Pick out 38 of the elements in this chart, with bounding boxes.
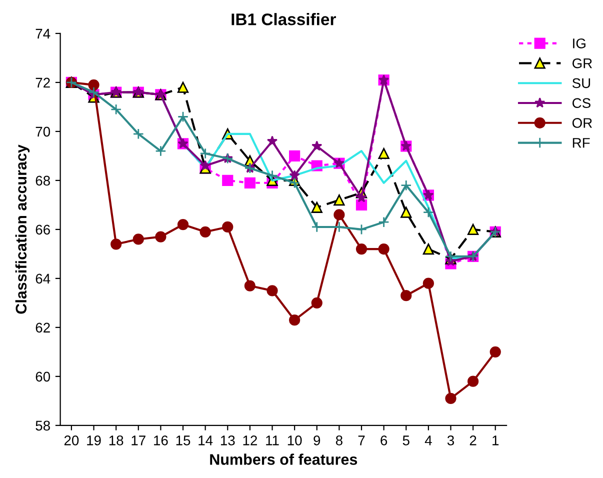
x-tick-label: 12 <box>243 436 257 446</box>
y-tick-label: 72 <box>36 78 50 88</box>
x-tick-label: 17 <box>132 436 146 446</box>
x-tick-label: 18 <box>109 436 124 446</box>
y-tick-label: 62 <box>36 322 50 333</box>
legend-label: GR <box>572 58 592 68</box>
x-tick-label: 15 <box>176 436 190 446</box>
y-tick-label: 64 <box>36 274 50 284</box>
y-tick-label: 66 <box>36 224 50 235</box>
chart-title: IB1 Classifier <box>232 13 336 26</box>
x-tick-label: 7 <box>358 436 365 446</box>
x-tick-label: 4 <box>424 436 432 446</box>
x-tick-label: 3 <box>447 436 454 446</box>
y-tick-label: 68 <box>36 176 50 186</box>
x-tick-label: 10 <box>288 436 302 446</box>
legend-label: CS <box>572 98 590 108</box>
y-axis-title: Classification accuracy <box>15 144 30 314</box>
x-tick-label: 2 <box>470 436 476 446</box>
x-tick-label: 8 <box>336 436 342 446</box>
x-tick-label: 5 <box>402 436 410 446</box>
x-tick-label: 20 <box>64 436 79 446</box>
x-tick-label: 14 <box>198 436 213 446</box>
x-tick-label: 16 <box>154 436 168 446</box>
legend-label: RF <box>572 138 590 148</box>
x-tick-label: 9 <box>314 436 320 446</box>
x-tick-label: 6 <box>380 436 388 446</box>
y-tick-label: 58 <box>36 420 50 431</box>
x-tick-label: 1 <box>492 436 499 446</box>
x-tick-label: 11 <box>266 436 279 446</box>
x-tick-label: 19 <box>87 436 101 446</box>
legend-label: SU <box>572 78 590 88</box>
legend-label: OR <box>572 118 592 128</box>
y-tick-label: 74 <box>36 28 50 38</box>
y-tick-label: 70 <box>36 126 50 137</box>
x-axis-title: Numbers of features <box>210 454 358 465</box>
x-tick-label: 13 <box>220 436 235 446</box>
y-tick-label: 60 <box>36 372 50 382</box>
legend-label: IG <box>573 38 586 48</box>
